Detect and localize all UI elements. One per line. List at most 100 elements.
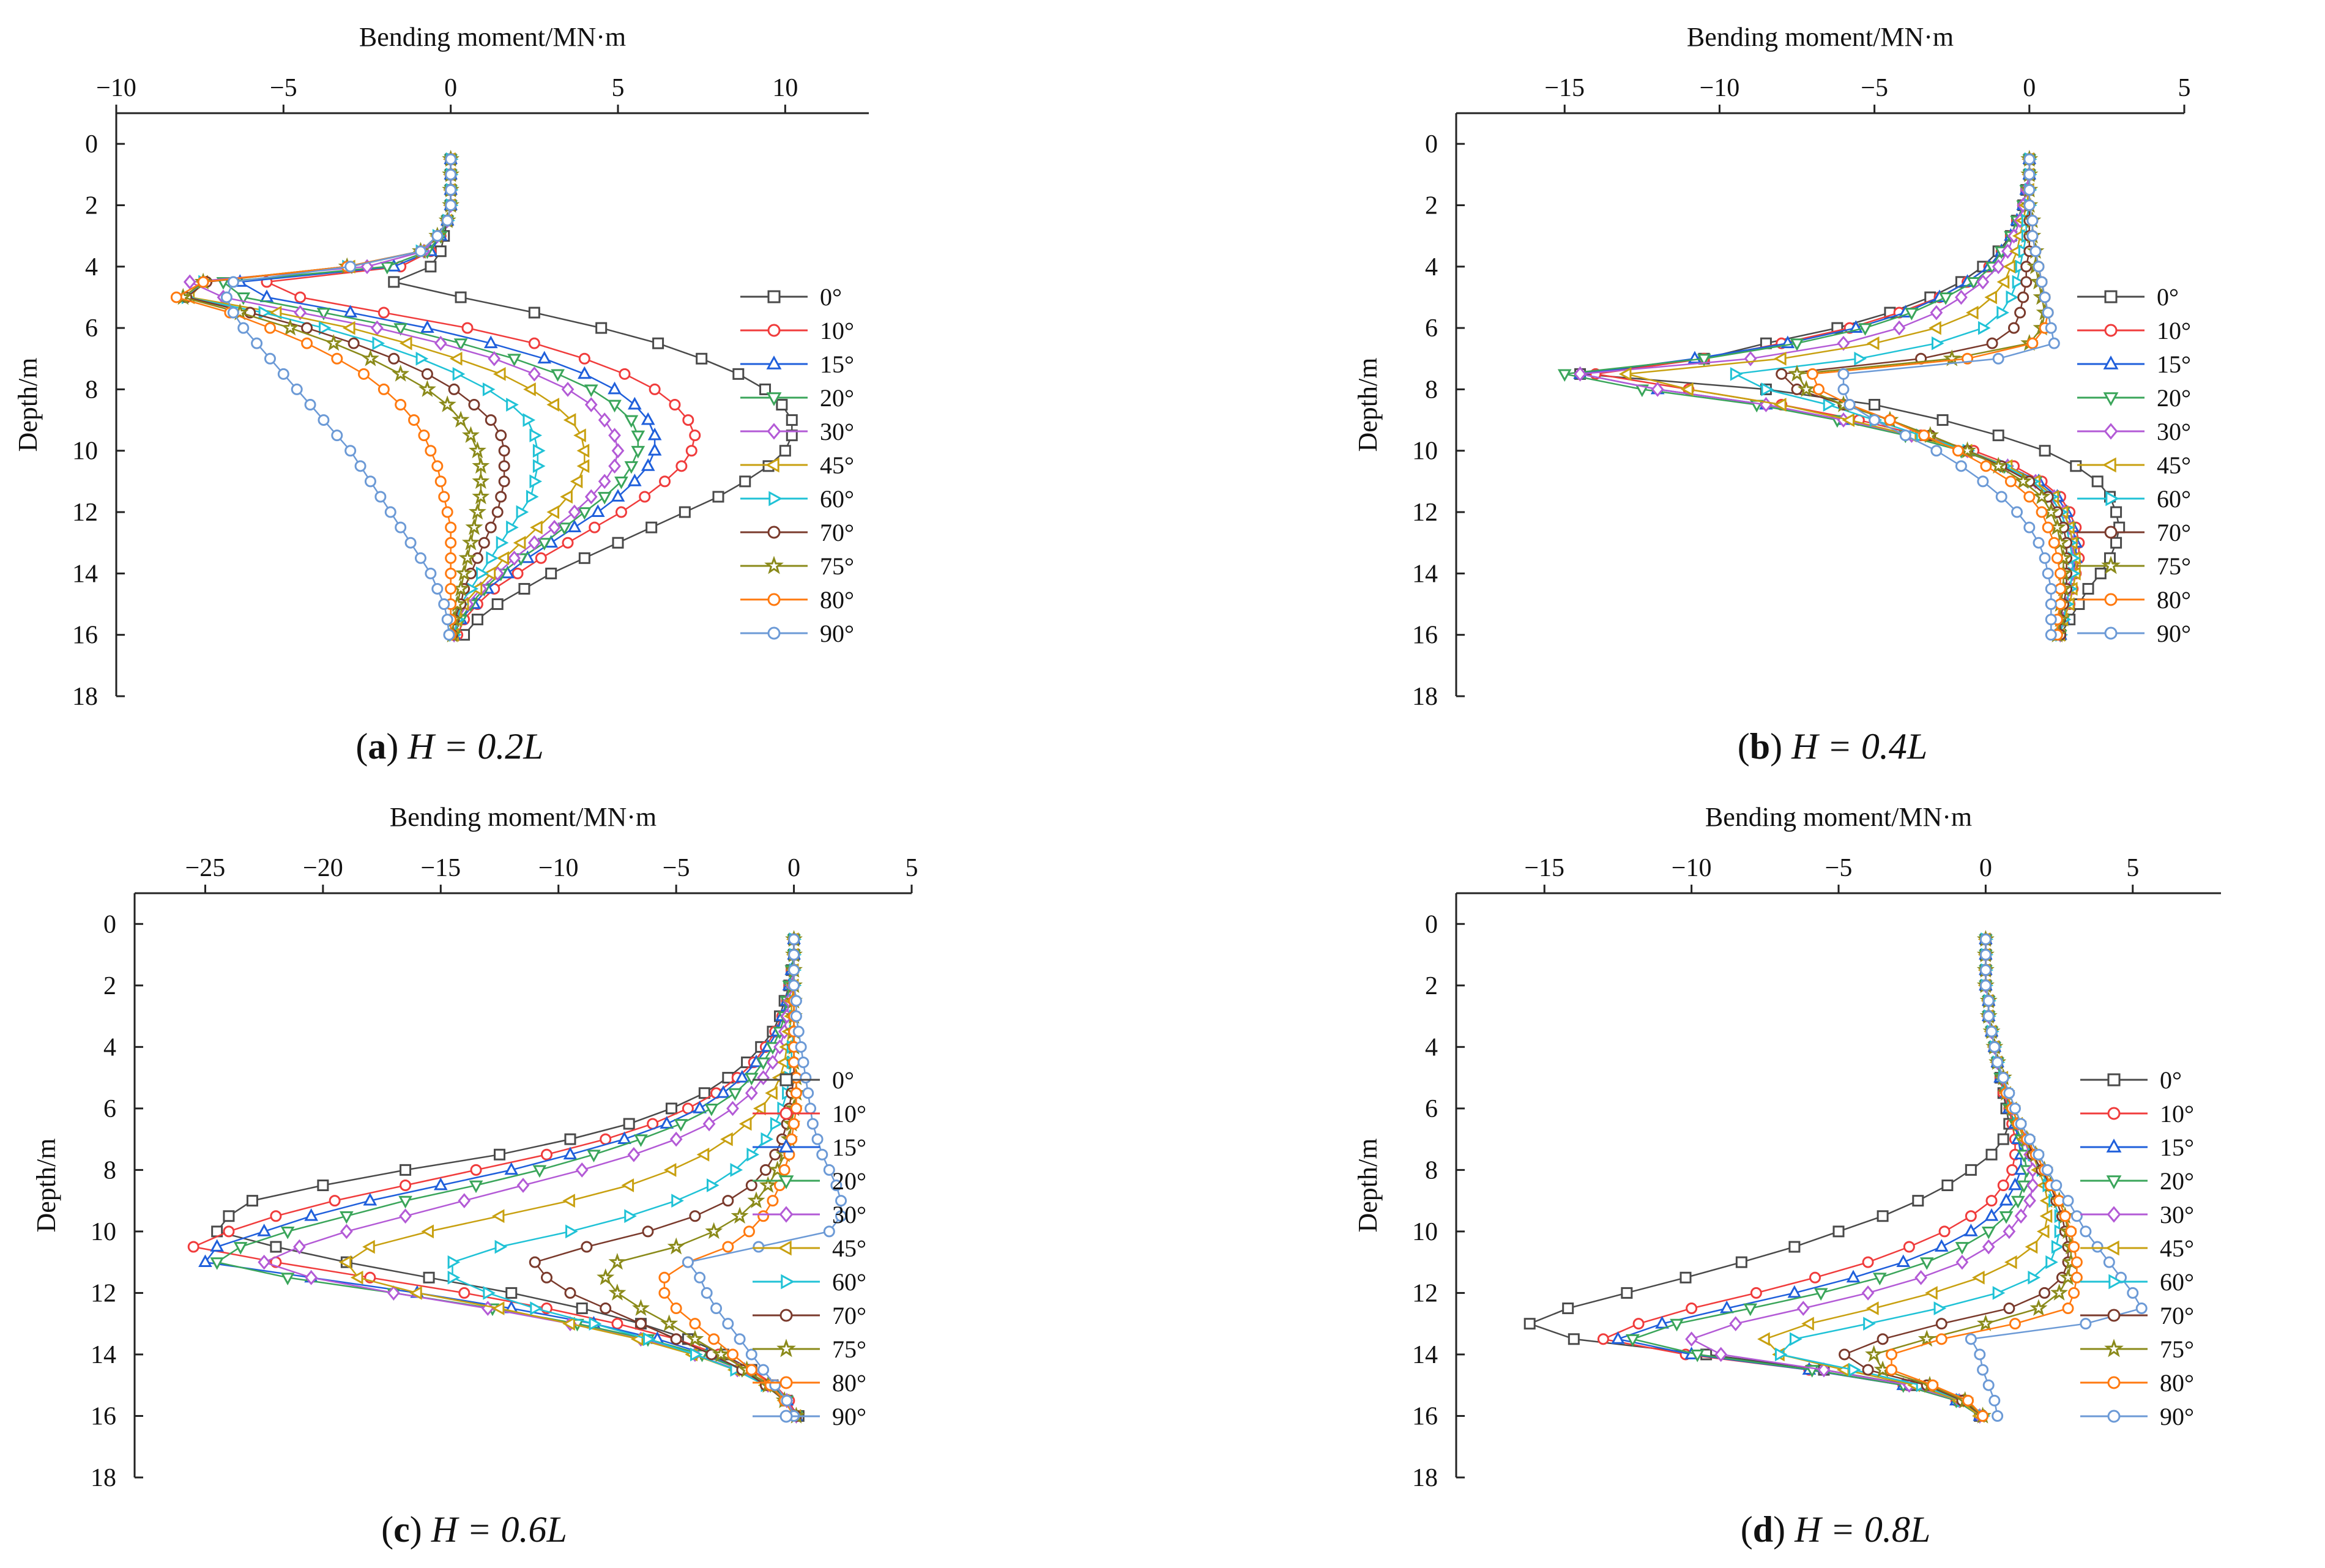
legend-marker [2107,1309,2121,1322]
data-point [1773,351,1787,366]
x-tick-label: −10 [1700,74,1740,102]
data-point [800,1072,812,1084]
data-point [1977,1410,1989,1422]
series-line [204,939,797,1417]
data-point [830,1180,843,1191]
data-point [745,1364,757,1376]
data-point [516,1178,530,1193]
data-point [611,1318,623,1330]
data-point [331,352,343,365]
legend-marker [2107,1410,2121,1423]
y-tick-label: 18 [72,683,98,711]
data-point [1872,1273,1887,1286]
data-point [2041,1164,2053,1176]
data-point [324,333,343,351]
data-point [380,261,395,275]
data-point [1933,1301,1947,1315]
data-point [2070,1271,2083,1284]
data-point [1962,1394,1974,1406]
data-point [438,491,450,503]
data-point [452,367,466,381]
data-point [738,1117,752,1131]
data-point [745,1180,757,1191]
data-point [1801,1317,1814,1331]
data-point [445,168,457,180]
data-point [2026,337,2039,349]
data-point [423,1271,435,1284]
data-point [1903,1241,1915,1253]
series-45deg [1618,152,2081,642]
data-point [641,412,655,425]
data-point [431,460,444,472]
y-tick-label: 16 [1412,622,1438,650]
data-point [557,522,571,535]
y-tick-label: 16 [91,1402,116,1430]
data-point [1863,1317,1876,1331]
data-point [693,1101,707,1113]
legend-label: 75° [2160,1336,2194,1363]
data-point [631,445,645,459]
series-line [1601,939,2016,1417]
data-point [706,1178,720,1192]
data-point [753,1101,766,1116]
data-point [472,472,490,489]
data-point [1791,383,1803,395]
data-point [485,521,497,533]
data-point [361,349,379,366]
data-point [400,1180,412,1191]
data-point [619,368,631,380]
data-point [2110,537,2122,549]
data-point [781,1394,793,1406]
y-tick-label: 10 [1412,437,1438,466]
data-point [788,964,800,976]
data-point [2029,245,2042,258]
data-point [364,475,376,488]
data-point [1730,367,1743,381]
data-point [1574,366,1587,382]
data-point [1979,964,1992,976]
data-point [2042,521,2054,533]
data-point [2033,261,2045,273]
data-point [1989,456,2007,474]
data-point [739,475,751,488]
series-70deg [529,933,802,1422]
data-point [1977,475,1989,488]
legend-marker [2103,392,2119,406]
y-tick-label: 14 [72,560,98,588]
series-60deg [181,152,546,642]
data-point [246,1195,258,1207]
data-point [577,366,592,379]
data-point [198,1254,212,1268]
data-point [769,1148,781,1161]
x-tick-label: −15 [1544,74,1585,102]
data-point [2045,598,2057,611]
legend-marker [776,1339,796,1358]
data-point [535,552,547,564]
data-point [421,1224,434,1239]
data-point [1977,321,1991,335]
data-point [445,582,457,595]
legend-marker [766,355,782,370]
data-point [589,1317,602,1331]
data-point [1996,305,2009,320]
data-point [420,320,434,333]
data-point [727,1348,739,1361]
data-point [415,351,429,366]
y-tick-label: 0 [85,130,98,158]
data-point [431,230,444,242]
data-point [448,383,460,395]
data-point [470,1164,482,1176]
data-point [562,1317,575,1331]
legend-marker [767,626,781,640]
data-point [301,322,313,334]
legend-marker [2107,1073,2121,1087]
data-point [578,552,590,564]
legend-label: 45° [820,451,854,479]
data-point [1938,1225,1951,1238]
series-15deg [1573,151,2083,640]
data-point [627,474,642,486]
data-point [1980,460,1992,472]
data-point [461,533,480,551]
data-point [1979,979,1992,992]
data-point [1974,1348,1986,1361]
